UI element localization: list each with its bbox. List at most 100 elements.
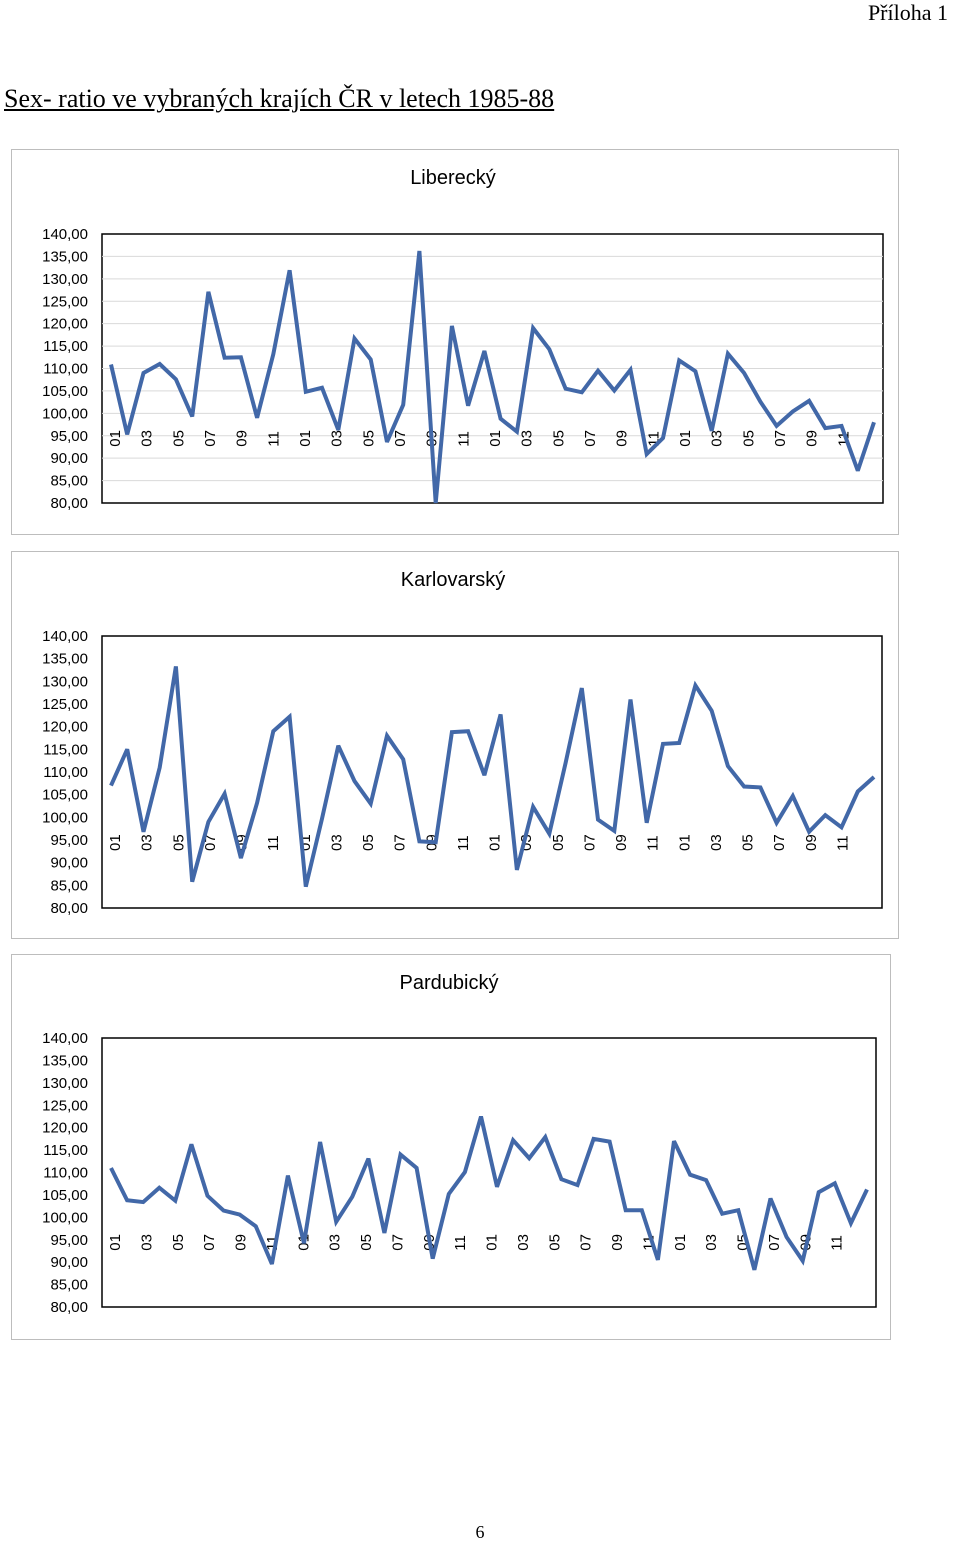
- x-tick-label-liberecky: 05: [170, 430, 187, 447]
- y-tick-label-karlovarsky: 120,00: [42, 719, 88, 736]
- x-tick-label-liberecky: 05: [360, 430, 377, 447]
- y-tick-label-liberecky: 105,00: [42, 383, 88, 400]
- x-tick-label-liberecky: 07: [772, 430, 789, 447]
- y-tick-label-pardubicky: 135,00: [42, 1052, 88, 1069]
- y-tick-label-pardubicky: 95,00: [50, 1232, 88, 1249]
- x-tick-label-pardubicky: 09: [609, 1234, 626, 1251]
- x-tick-label-karlovarsky: 11: [645, 835, 662, 851]
- x-tick-label-karlovarsky: 01: [676, 834, 693, 851]
- x-tick-label-karlovarsky: 07: [202, 834, 219, 851]
- x-tick-label-liberecky: 11: [265, 431, 282, 447]
- x-tick-label-karlovarsky: 01: [487, 834, 504, 851]
- x-tick-label-liberecky: 09: [234, 430, 251, 447]
- y-tick-label-liberecky: 110,00: [43, 361, 88, 378]
- x-tick-label-pardubicky: 01: [484, 1234, 501, 1251]
- x-tick-label-pardubicky: 07: [201, 1234, 218, 1251]
- y-tick-label-liberecky: 115,00: [43, 338, 88, 355]
- page-number: 6: [475, 1522, 485, 1542]
- x-tick-label-liberecky: 03: [709, 430, 726, 447]
- y-tick-label-pardubicky: 105,00: [42, 1187, 88, 1204]
- y-tick-label-karlovarsky: 115,00: [43, 741, 88, 758]
- x-tick-label-liberecky: 03: [329, 430, 346, 447]
- x-tick-label-liberecky: 01: [677, 430, 694, 447]
- y-tick-label-pardubicky: 100,00: [42, 1209, 88, 1226]
- y-tick-label-pardubicky: 140,00: [42, 1030, 88, 1047]
- x-tick-label-karlovarsky: 11: [265, 835, 282, 851]
- y-tick-label-pardubicky: 120,00: [42, 1120, 88, 1137]
- chart-karlovarsky-svg: Karlovarský 140,00 135,00 130,00 125,00 120,0…: [42, 569, 883, 917]
- series-line-pardubicky: [109, 1115, 869, 1271]
- y-tick-label-pardubicky: 110,00: [43, 1165, 88, 1182]
- x-tick-label-karlovarsky: 03: [708, 834, 725, 851]
- y-tick-label-karlovarsky: 90,00: [50, 855, 88, 872]
- y-tick-label-karlovarsky: 140,00: [42, 628, 88, 645]
- x-tick-label-pardubicky: 05: [170, 1234, 187, 1251]
- x-tick-label-liberecky: 07: [392, 430, 409, 447]
- series-line-liberecky: [109, 250, 876, 504]
- y-tick-label-karlovarsky: 80,00: [50, 900, 88, 917]
- x-tick-label-karlovarsky: 07: [771, 834, 788, 851]
- appendix-label: Příloha 1: [867, 0, 948, 25]
- x-tick-label-pardubicky: 07: [578, 1234, 595, 1251]
- x-tick-label-pardubicky: 03: [515, 1234, 532, 1251]
- y-tick-label-karlovarsky: 135,00: [42, 651, 88, 668]
- x-tick-label-liberecky: 01: [107, 430, 124, 447]
- y-tick-label-pardubicky: 85,00: [50, 1277, 88, 1294]
- y-tick-label-karlovarsky: 85,00: [50, 877, 88, 894]
- y-tick-label-karlovarsky: 125,00: [42, 696, 88, 713]
- y-tick-label-liberecky: 85,00: [50, 473, 88, 490]
- chart-pardubicky: Pardubický 140,00 135,00 130,00 125,00 120,00…: [11, 954, 891, 1340]
- x-tick-label-liberecky: 01: [297, 430, 314, 447]
- y-tick-label-liberecky: 130,00: [42, 271, 88, 288]
- y-tick-label-liberecky: 125,00: [42, 293, 88, 310]
- y-tick-label-liberecky: 120,00: [42, 316, 88, 333]
- y-tick-label-liberecky: 135,00: [42, 248, 88, 265]
- x-tick-label-liberecky: 09: [804, 430, 821, 447]
- chart-liberecky-svg: Liberecký 140,00 135,00 130,00 125,00 120,00 1…: [42, 167, 884, 512]
- x-tick-label-karlovarsky: 11: [834, 835, 851, 851]
- y-tick-label-pardubicky: 90,00: [50, 1254, 88, 1271]
- x-tick-label-pardubicky: 05: [546, 1234, 563, 1251]
- chart-pardubicky-svg: Pardubický 140,00 135,00 130,00 125,00 120,00…: [42, 972, 877, 1316]
- x-tick-label-pardubicky: 03: [327, 1234, 344, 1251]
- y-tick-label-liberecky: 95,00: [50, 428, 88, 445]
- x-tick-label-karlovarsky: 09: [803, 834, 820, 851]
- x-tick-label-karlovarsky: 05: [740, 834, 757, 851]
- y-tick-label-karlovarsky: 110,00: [43, 764, 88, 781]
- x-tick-label-karlovarsky: 11: [455, 835, 472, 851]
- x-tick-label-pardubicky: 05: [358, 1234, 375, 1251]
- y-tick-label-pardubicky: 130,00: [42, 1075, 88, 1092]
- x-tick-label-liberecky: 07: [202, 430, 219, 447]
- x-tick-label-karlovarsky: 05: [360, 834, 377, 851]
- chart-title-karlovarsky: Karlovarský: [401, 569, 505, 591]
- x-tick-label-pardubicky: 11: [829, 1235, 846, 1251]
- chart-title-pardubicky: Pardubický: [400, 972, 499, 994]
- y-tick-label-liberecky: 100,00: [42, 405, 88, 422]
- x-tick-label-karlovarsky: 09: [613, 834, 630, 851]
- x-tick-label-liberecky: 05: [740, 430, 757, 447]
- y-tick-label-karlovarsky: 100,00: [42, 809, 88, 826]
- x-tick-label-pardubicky: 07: [766, 1234, 783, 1251]
- x-tick-label-liberecky: 09: [614, 430, 631, 447]
- x-tick-label-liberecky: 03: [519, 430, 536, 447]
- page-title: Sex- ratio ve vybraných krajích ČR v let…: [4, 84, 555, 113]
- y-tick-label-pardubicky: 115,00: [43, 1142, 88, 1159]
- x-tick-label-karlovarsky: 07: [581, 834, 598, 851]
- plot-area-pardubicky: [101, 1037, 877, 1308]
- x-tick-label-pardubicky: 03: [138, 1234, 155, 1251]
- x-tick-label-liberecky: 07: [582, 430, 599, 447]
- x-tick-label-karlovarsky: 07: [392, 834, 409, 851]
- x-tick-label-pardubicky: 07: [389, 1234, 406, 1251]
- y-tick-label-pardubicky: 80,00: [50, 1299, 88, 1316]
- x-tick-label-pardubicky: 09: [233, 1234, 250, 1251]
- x-tick-label-karlovarsky: 05: [550, 834, 567, 851]
- chart-liberecky: Liberecký 140,00 135,00 130,00 125,00 120,00 1…: [11, 149, 899, 535]
- y-tick-label-liberecky: 90,00: [50, 450, 88, 467]
- x-tick-label-liberecky: 11: [455, 431, 472, 447]
- plot-area-karlovarsky: [101, 635, 883, 909]
- chart-karlovarsky: Karlovarský 140,00 135,00 130,00 125,00 120,0…: [11, 551, 899, 939]
- x-tick-label-pardubicky: 03: [703, 1234, 720, 1251]
- x-tick-label-pardubicky: 11: [452, 1235, 469, 1251]
- y-tick-label-liberecky: 80,00: [50, 495, 88, 512]
- y-tick-label-pardubicky: 125,00: [42, 1097, 88, 1114]
